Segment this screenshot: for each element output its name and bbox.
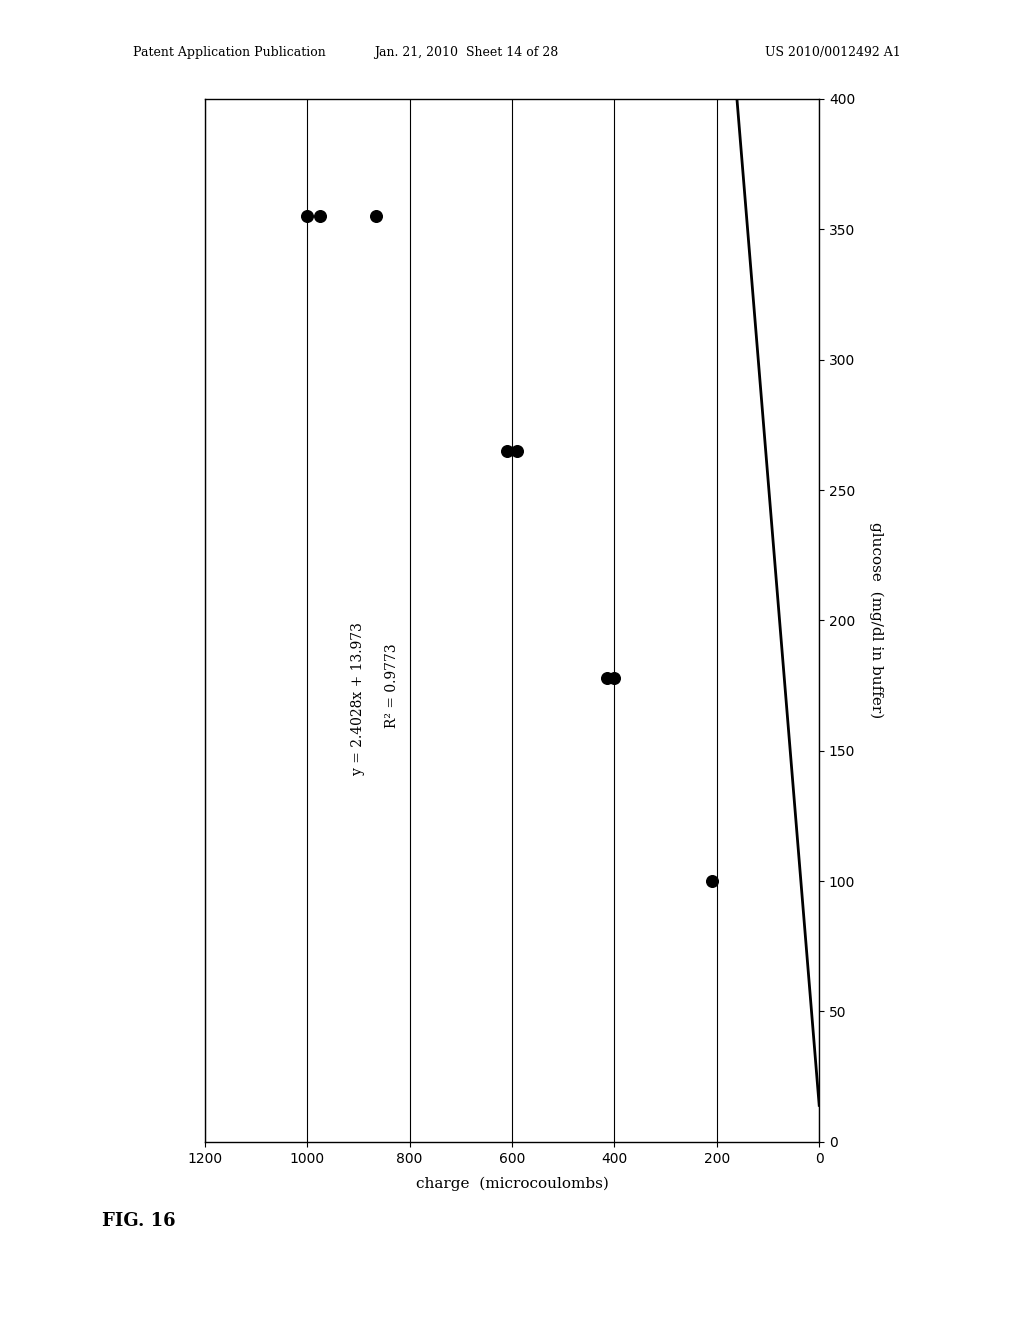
Text: R² = 0.9773: R² = 0.9773 xyxy=(385,643,398,727)
Text: y = 2.4028x + 13.973: y = 2.4028x + 13.973 xyxy=(351,622,366,775)
Point xyxy=(299,206,315,227)
Point xyxy=(368,206,384,227)
Text: Jan. 21, 2010  Sheet 14 of 28: Jan. 21, 2010 Sheet 14 of 28 xyxy=(374,46,558,59)
Point xyxy=(311,206,328,227)
Text: FIG. 16: FIG. 16 xyxy=(102,1212,176,1230)
Text: Patent Application Publication: Patent Application Publication xyxy=(133,46,326,59)
Point xyxy=(499,441,515,462)
Text: US 2010/0012492 A1: US 2010/0012492 A1 xyxy=(765,46,901,59)
Point xyxy=(703,871,720,892)
Point xyxy=(598,667,614,688)
X-axis label: charge  (microcoulombs): charge (microcoulombs) xyxy=(416,1176,608,1191)
Y-axis label: glucose  (mg/dl in buffer): glucose (mg/dl in buffer) xyxy=(869,523,884,718)
Point xyxy=(509,441,525,462)
Point xyxy=(606,667,623,688)
